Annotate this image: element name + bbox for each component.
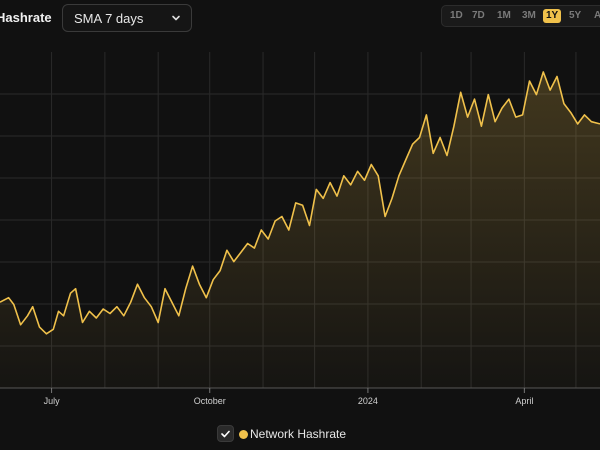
- range-button-1m[interactable]: 1M: [497, 10, 511, 21]
- range-button-1d[interactable]: 1D: [450, 10, 463, 21]
- chevron-down-icon: [172, 15, 180, 21]
- check-icon: [221, 430, 230, 438]
- series-line: [0, 71, 600, 335]
- time-range-selector: 1D 7D 1M 3M 1Y 5Y A: [441, 5, 600, 27]
- x-tick-label: October: [194, 396, 226, 406]
- range-button-all[interactable]: A: [594, 10, 600, 21]
- x-tick-label: 2024: [358, 396, 378, 406]
- x-tick-label: April: [515, 396, 533, 406]
- sma-select-value: SMA 7 days: [74, 11, 144, 26]
- page-title: Hashrate: [0, 10, 52, 25]
- range-button-5y[interactable]: 5Y: [569, 10, 582, 21]
- hashrate-chart: July October 2024 April: [0, 52, 600, 406]
- legend-label: Network Hashrate: [250, 427, 347, 441]
- legend-color-dot: [239, 430, 248, 439]
- sma-select[interactable]: SMA 7 days: [62, 4, 192, 32]
- range-button-7d[interactable]: 7D: [472, 10, 485, 21]
- range-button-3m[interactable]: 3M: [522, 10, 536, 21]
- series-area: [0, 72, 600, 388]
- x-tick-label: July: [44, 396, 61, 406]
- legend-toggle-checkbox[interactable]: [217, 425, 234, 442]
- range-button-1y[interactable]: 1Y: [543, 9, 562, 23]
